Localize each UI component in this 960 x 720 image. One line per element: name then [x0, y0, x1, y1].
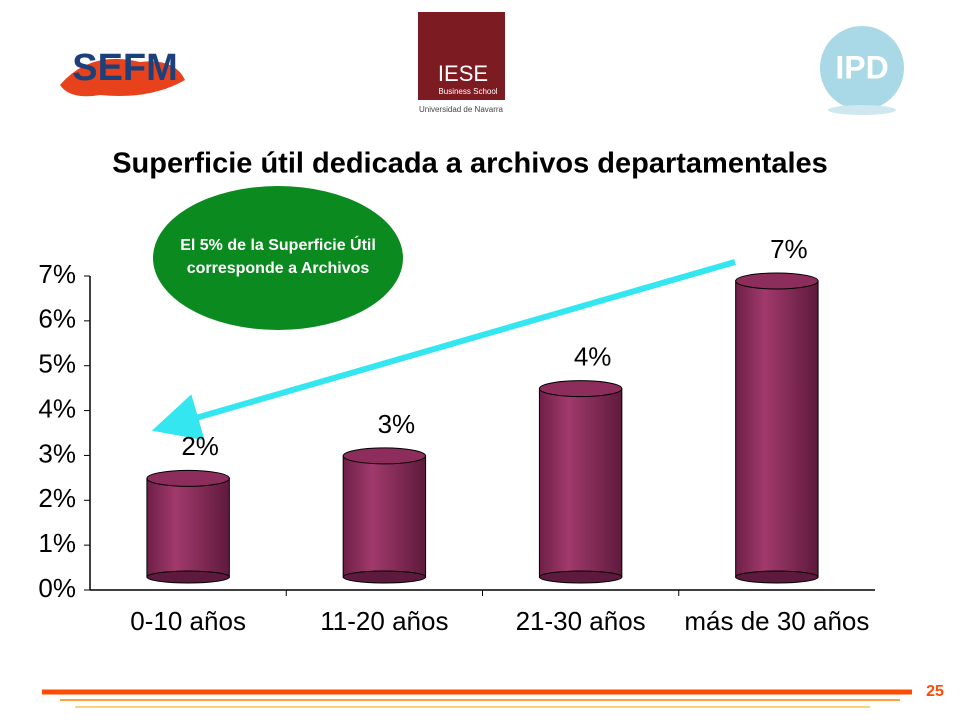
bar-base	[342, 570, 427, 584]
y-tick-label: 0%	[38, 573, 76, 603]
logo-text: IESE	[438, 61, 488, 86]
page-number: 25	[926, 683, 944, 700]
chart-title: Superficie útil dedicada a archivos depa…	[112, 148, 828, 180]
bar	[342, 455, 427, 578]
y-tick-label: 1%	[38, 528, 76, 558]
x-tick-label: más de 30 años	[684, 606, 870, 636]
bar-top	[146, 469, 230, 487]
y-tick-label: 5%	[38, 349, 76, 379]
bar-base	[735, 570, 819, 584]
logo-sefm: SEFM	[60, 47, 185, 97]
logo-ipd: IPD	[820, 26, 904, 115]
value-label: 2%	[181, 431, 219, 461]
logo-text: Business School	[438, 87, 497, 96]
logo-iese: IESE Business School Universidad de Nava…	[418, 12, 505, 114]
y-tick-label: 2%	[38, 483, 76, 513]
bar-top	[735, 272, 819, 290]
bar-top	[538, 380, 623, 398]
y-tick-label: 4%	[38, 393, 76, 423]
y-tick-label: 7%	[38, 259, 76, 289]
logo-text: IPD	[835, 49, 888, 85]
trend-arrow	[151, 259, 736, 441]
bars	[146, 272, 819, 584]
value-label: 7%	[770, 234, 808, 264]
value-label: 3%	[378, 409, 416, 439]
x-tick-label: 21-30 años	[515, 606, 646, 636]
bar	[735, 280, 819, 578]
bar-base	[146, 570, 230, 584]
x-tick-label: 11-20 años	[320, 606, 449, 636]
y-tick-label: 6%	[38, 304, 76, 334]
annotation: El 5% de la Superficie Útil corresponde …	[180, 237, 376, 277]
logo-text: Universidad de Navarra	[419, 105, 504, 114]
bar	[146, 477, 230, 578]
bar-base	[538, 570, 623, 584]
x-tick-label: 0-10 años	[130, 606, 246, 636]
bar	[538, 388, 623, 578]
logo-text: SEFM	[72, 47, 178, 89]
bar-top	[342, 447, 427, 465]
value-label: 4%	[574, 342, 612, 372]
y-tick-label: 3%	[38, 438, 76, 468]
annotation-bubble	[153, 186, 403, 330]
